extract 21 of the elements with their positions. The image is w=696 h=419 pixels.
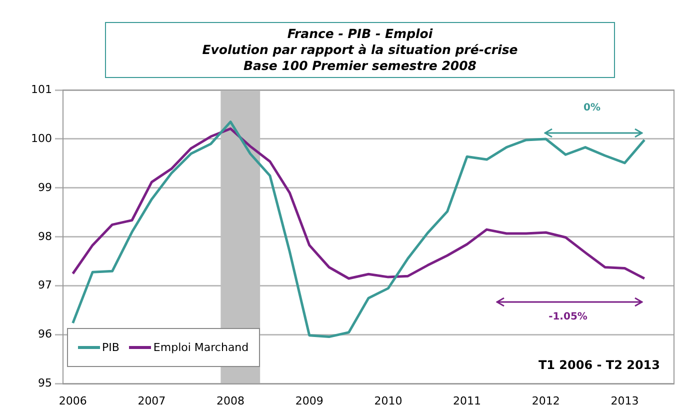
x-tick-label: 2013 [610, 394, 639, 408]
y-tick-label: 95 [38, 376, 52, 390]
legend-label: PIB [100, 340, 120, 354]
x-tick-label: 2011 [453, 394, 482, 408]
legend-label: Emploi Marchand [152, 340, 249, 354]
annotation: T1 2006 - T2 2013 [538, 358, 660, 372]
y-tick-label: 97 [38, 278, 52, 292]
x-tick-label: 2006 [58, 394, 87, 408]
x-tick-label: 2008 [216, 394, 245, 408]
x-tick-label: 2010 [374, 394, 402, 408]
y-tick-label: 101 [30, 82, 52, 96]
y-tick-label: 99 [38, 180, 52, 194]
x-tick-label: 2009 [295, 394, 324, 408]
x-tick-label: 2007 [138, 394, 166, 408]
y-tick-label: 98 [38, 230, 52, 243]
x-tick-label: 2012 [532, 394, 560, 408]
y-tick-label: 96 [38, 328, 52, 341]
y-tick-label: 100 [30, 132, 52, 145]
chart-title: France - PIB - Emploi Evolution par rapport à la situation pré-crise Base 100 Premier semestre 2008 [105, 22, 615, 78]
annotation: 0% [584, 102, 600, 114]
annotation: -1.05% [548, 312, 588, 323]
